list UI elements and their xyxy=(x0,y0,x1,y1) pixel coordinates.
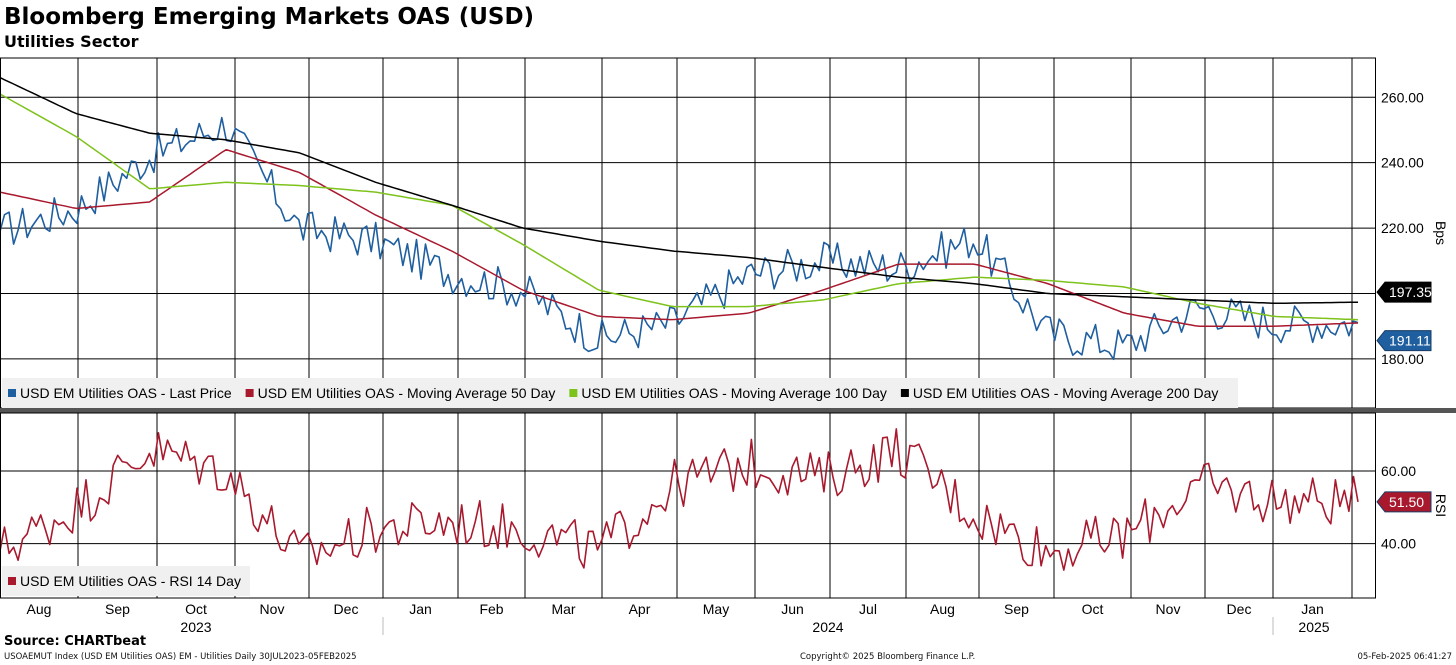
y-axis-label: Bps xyxy=(1433,221,1449,245)
legend-entry: USD EM Utilities OAS - Last Price xyxy=(20,385,232,401)
source-note: Source: CHARTbeat xyxy=(4,634,147,649)
legend-entry: USD EM Utilities OAS - Moving Average 10… xyxy=(581,385,887,401)
series-line-upper-0 xyxy=(0,116,1359,361)
x-tick-label: Apr xyxy=(629,601,651,617)
legend-swatch xyxy=(900,389,909,397)
x-tick-label: Jun xyxy=(781,601,804,617)
legend-swatch xyxy=(8,389,16,397)
series-line-upper-1 xyxy=(0,148,1359,327)
upper-panel-frame xyxy=(0,57,1376,409)
x-tick-label: Aug xyxy=(930,601,955,617)
x-tick-label: Jan xyxy=(409,601,432,617)
x-year-label: 2025 xyxy=(1298,619,1329,635)
series-layer xyxy=(0,76,1359,571)
x-tick-label: Mar xyxy=(551,601,575,617)
y-tick-label: 220.00 xyxy=(1381,220,1424,236)
x-year-label: 2023 xyxy=(180,619,211,635)
tag-shape xyxy=(1376,281,1432,303)
x-tick-label: Oct xyxy=(1082,601,1104,617)
tag-layer: 197.35 191.11 51.50 xyxy=(1376,281,1432,513)
series-line-lower-0 xyxy=(0,428,1359,571)
y-tick-label: 40.00 xyxy=(1381,536,1416,552)
legend-entry: USD EM Utilities OAS - Moving Average 20… xyxy=(913,385,1219,401)
y-tick-label: 260.00 xyxy=(1381,89,1424,105)
last-value-tag: 191.11 xyxy=(1376,330,1432,352)
y-tick-label: 180.00 xyxy=(1381,351,1424,367)
last-value-tag: 197.35 xyxy=(1376,281,1432,303)
index-info: USOAEMUT Index (USD EM Utilities OAS) EM… xyxy=(4,652,357,662)
series-line-upper-2 xyxy=(0,93,1359,321)
legend-box xyxy=(2,566,250,596)
x-tick-label: Feb xyxy=(479,601,503,617)
x-year-label: 2024 xyxy=(812,619,843,635)
copyright-note: Copyright© 2025 Bloomberg Finance L.P. xyxy=(800,652,976,662)
chart-subtitle: Utilities Sector xyxy=(4,32,139,51)
legend-entry: USD EM Utilities OAS - RSI 14 Day xyxy=(20,573,241,589)
axis-layer: 180.00200.00220.00240.00260.00Bps40.0060… xyxy=(27,89,1449,635)
y-tick-label: 60.00 xyxy=(1381,463,1416,479)
x-tick-label: Sep xyxy=(1004,601,1029,617)
y-tick-label: 240.00 xyxy=(1381,155,1424,171)
legend-entry: USD EM Utilities OAS - Moving Average 50… xyxy=(258,385,556,401)
tag-shape xyxy=(1376,330,1432,352)
x-tick-label: Jan xyxy=(1301,601,1324,617)
lower-panel-frame xyxy=(0,412,1376,599)
legend-box xyxy=(2,378,1238,408)
series-line-upper-3 xyxy=(0,76,1358,305)
chart-title: Bloomberg Emerging Markets OAS (USD) xyxy=(4,4,535,30)
legend-layer: USD EM Utilities OAS - Last Price USD EM … xyxy=(2,378,1238,596)
x-tick-label: Dec xyxy=(334,601,359,617)
x-tick-label: Jul xyxy=(859,601,877,617)
x-tick-label: Nov xyxy=(260,601,285,617)
x-tick-label: May xyxy=(703,601,729,617)
tag-label: 51.50 xyxy=(1389,494,1424,510)
grid-layer xyxy=(0,58,1375,598)
x-tick-label: Sep xyxy=(105,601,130,617)
tag-shape xyxy=(1376,491,1432,513)
x-tick-label: Oct xyxy=(185,601,207,617)
timestamp: 05-Feb-2025 06:41:27 xyxy=(1357,652,1452,662)
legend-swatch xyxy=(245,389,254,397)
y-axis-label: RSI xyxy=(1433,494,1449,517)
x-tick-label: Aug xyxy=(27,601,52,617)
legend-swatch xyxy=(8,577,16,585)
legend-swatch xyxy=(569,389,578,397)
last-value-tag: 51.50 xyxy=(1376,491,1432,513)
x-tick-label: Nov xyxy=(1156,601,1181,617)
tag-label: 197.35 xyxy=(1389,284,1432,300)
panel-divider xyxy=(0,408,1456,413)
tag-label: 191.11 xyxy=(1389,333,1431,349)
x-tick-label: Dec xyxy=(1227,601,1252,617)
